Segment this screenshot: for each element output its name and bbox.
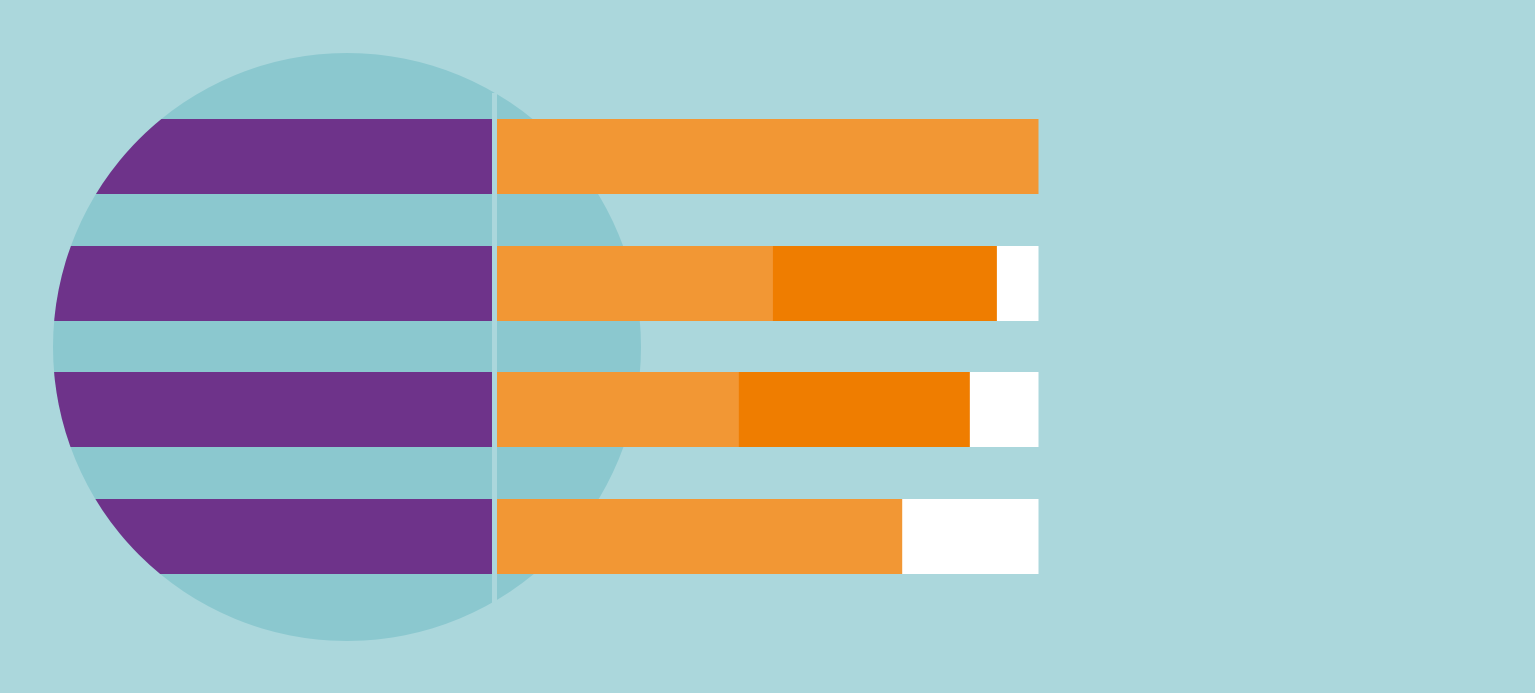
purple-stripes (53, 119, 492, 574)
bar-segment-white (902, 499, 1039, 574)
bar-segment-dark-orange (772, 246, 998, 321)
vertical-divider (492, 93, 497, 604)
bar-segment-white (996, 246, 1039, 321)
purple-stripe (53, 372, 492, 447)
bar-segment-light-orange (497, 246, 774, 321)
purple-stripe (53, 246, 492, 321)
bar-segment-white (969, 372, 1039, 447)
stacked-bars (497, 119, 1039, 574)
bar-segment-dark-orange (738, 372, 971, 447)
bar-segment-light-orange (497, 119, 1039, 194)
bar-segment-light-orange (497, 372, 740, 447)
bar-segment-light-orange (497, 499, 903, 574)
